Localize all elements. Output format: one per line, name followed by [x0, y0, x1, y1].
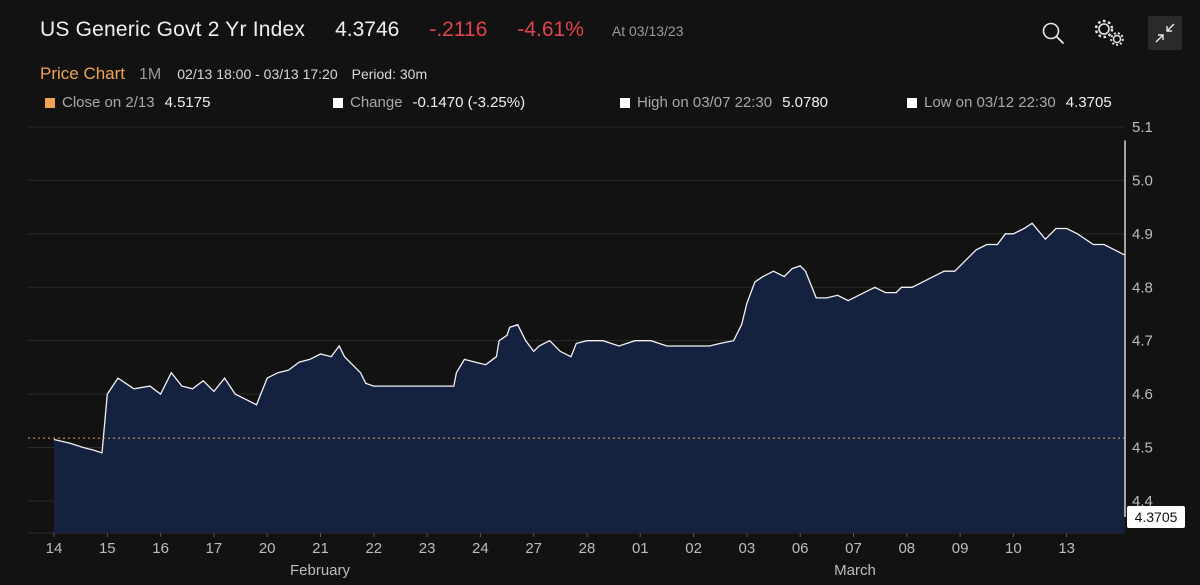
y-tick-label: 4.6: [1132, 386, 1153, 403]
y-tick-label: 4.5: [1132, 440, 1153, 457]
area-fill: [54, 140, 1125, 533]
chart-type-label[interactable]: Price Chart: [40, 64, 126, 83]
legend-value: 4.5175: [164, 94, 211, 111]
y-tick-label: 5.1: [1132, 119, 1153, 136]
y-tick-label: 4.8: [1132, 279, 1153, 296]
legend-item-change: Change -0.1470 (-3.25%): [333, 94, 525, 111]
y-tick-label: 4.9: [1132, 226, 1153, 243]
x-tick-label: 09: [952, 540, 969, 557]
as-of-date: At 03/13/23: [611, 23, 684, 39]
x-tick-label: 28: [579, 540, 596, 557]
last-price: 4.3746: [335, 18, 400, 41]
x-tick-label: 24: [472, 540, 489, 557]
legend-item-low: Low on 03/12 22:30 4.3705: [907, 94, 1112, 111]
range-selector[interactable]: 1M: [139, 66, 162, 83]
x-tick-label: 08: [898, 540, 915, 557]
legend-swatch: [907, 97, 917, 108]
percent-change: -4.61%: [517, 18, 584, 41]
instrument-header: US Generic Govt 2 Yr Index 4.3746 -.2116…: [40, 18, 684, 48]
period-selector[interactable]: Period: 30m: [351, 66, 428, 82]
legend-value: 4.3705: [1065, 94, 1112, 111]
legend-label: High on 03/07 22:30: [637, 94, 773, 111]
legend-label: Close on 2/13: [62, 94, 155, 111]
chart-subheader: Price Chart 1M 02/13 18:00 - 03/13 17:20…: [40, 64, 427, 84]
x-tick-label: 13: [1058, 540, 1075, 557]
x-tick-label: 10: [1005, 540, 1022, 557]
legend-swatch: [333, 97, 343, 108]
x-tick-label: 15: [99, 540, 116, 557]
legend-label: Change: [350, 94, 403, 111]
price-line: [53, 140, 1126, 517]
month-label: February: [290, 562, 351, 579]
collapse-arrows-icon[interactable]: [1148, 16, 1182, 50]
y-tick-label: 4.4: [1132, 493, 1153, 510]
gears-icon[interactable]: [1092, 16, 1126, 50]
x-tick-label: 20: [259, 540, 276, 557]
legend-item-close: Close on 2/13 4.5175: [45, 94, 210, 111]
month-label: March: [834, 562, 876, 579]
x-tick-label: 03: [739, 540, 756, 557]
legend-item-high: High on 03/07 22:30 5.0780: [620, 94, 828, 111]
legend-value: 5.0780: [782, 94, 829, 111]
x-tick-label: 14: [46, 540, 63, 557]
x-tick-label: 27: [525, 540, 542, 557]
net-change: -.2116: [429, 18, 488, 41]
x-tick-label: 16: [152, 540, 169, 557]
chart-legend: Close on 2/13 4.5175 Change -0.1470 (-3.…: [0, 94, 1200, 114]
search-icon[interactable]: [1036, 16, 1070, 50]
legend-value: -0.1470 (-3.25%): [412, 94, 526, 111]
x-tick-label: 23: [419, 540, 436, 557]
legend-swatch: [45, 97, 55, 108]
x-tick-label: 07: [845, 540, 862, 557]
x-tick-label: 01: [632, 540, 649, 557]
x-tick-label: 17: [206, 540, 223, 557]
y-tick-label: 5.0: [1132, 172, 1153, 189]
x-tick-label: 06: [792, 540, 809, 557]
legend-label: Low on 03/12 22:30: [924, 94, 1056, 111]
last-value-badge: [1127, 505, 1185, 528]
instrument-title: US Generic Govt 2 Yr Index: [40, 18, 306, 41]
y-tick-label: 4.7: [1132, 333, 1153, 350]
x-tick-label: 02: [685, 540, 702, 557]
date-range[interactable]: 02/13 18:00 - 03/13 17:20: [177, 66, 338, 82]
x-tick-label: 22: [365, 540, 382, 557]
x-tick-label: 21: [312, 540, 329, 557]
last-value-label: 4.3705: [1135, 509, 1178, 525]
legend-swatch: [620, 97, 630, 108]
toolbar: [1014, 16, 1182, 50]
